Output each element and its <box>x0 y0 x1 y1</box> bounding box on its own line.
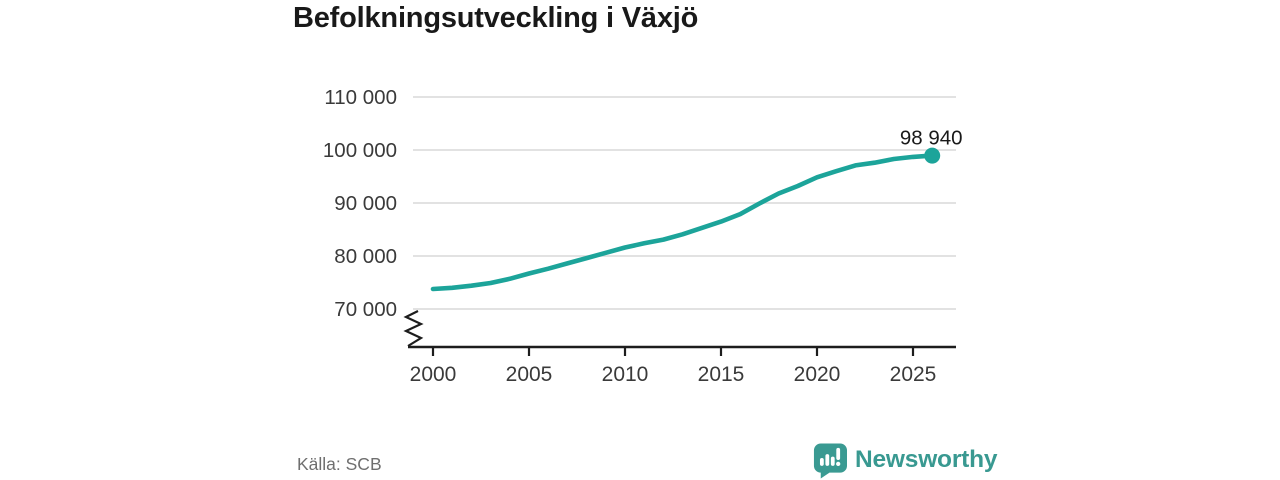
newsworthy-logo-link[interactable]: Newsworthy <box>812 441 998 479</box>
y-axis-tick-label: 110 000 <box>324 86 397 109</box>
y-axis-tick-label: 70 000 <box>334 298 397 321</box>
source-caption: Källa: SCB <box>297 454 382 474</box>
y-axis-tick-label: 90 000 <box>334 192 397 215</box>
x-axis-tick-label: 2020 <box>794 363 841 386</box>
newsworthy-logo-icon <box>813 443 847 479</box>
x-axis-tick-label: 2015 <box>698 363 745 386</box>
population-series-line <box>430 153 935 292</box>
axis-break-icon <box>403 310 424 347</box>
x-axis-tick-label: 2005 <box>506 363 553 386</box>
latest-value-dot <box>924 147 941 164</box>
x-axis-tick-label: 2010 <box>602 363 649 386</box>
x-axis-tick-label: 2000 <box>410 363 457 386</box>
y-axis-tick-label: 100 000 <box>323 139 397 162</box>
chart-title: Befolkningsutveckling i Växjö <box>293 2 699 34</box>
x-axis-tick-label: 2025 <box>890 363 937 386</box>
y-axis-tick-label: 80 000 <box>334 245 397 268</box>
newsworthy-wordmark: Newsworthy <box>855 446 998 473</box>
latest-value-label: 98 940 <box>900 127 963 150</box>
